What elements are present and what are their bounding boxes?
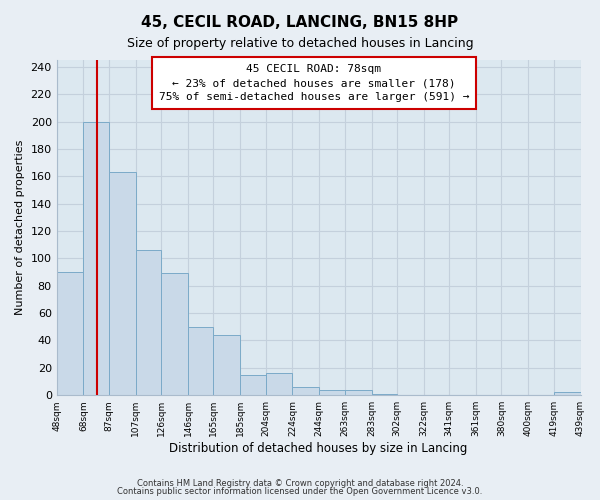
Bar	[292, 387, 319, 395]
Bar	[136, 250, 161, 395]
Bar	[554, 392, 581, 395]
Bar	[345, 390, 371, 395]
Bar	[266, 374, 292, 395]
Text: 45, CECIL ROAD, LANCING, BN15 8HP: 45, CECIL ROAD, LANCING, BN15 8HP	[142, 15, 458, 30]
Bar	[319, 390, 345, 395]
Text: Size of property relative to detached houses in Lancing: Size of property relative to detached ho…	[127, 38, 473, 51]
Bar	[161, 274, 188, 395]
Bar	[56, 272, 83, 395]
Bar	[188, 327, 214, 395]
Text: 45 CECIL ROAD: 78sqm
← 23% of detached houses are smaller (178)
75% of semi-deta: 45 CECIL ROAD: 78sqm ← 23% of detached h…	[158, 64, 469, 102]
Text: Contains HM Land Registry data © Crown copyright and database right 2024.: Contains HM Land Registry data © Crown c…	[137, 478, 463, 488]
Bar	[240, 374, 266, 395]
Text: Contains public sector information licensed under the Open Government Licence v3: Contains public sector information licen…	[118, 487, 482, 496]
Bar	[109, 172, 136, 395]
Bar	[214, 335, 240, 395]
Bar	[83, 122, 109, 395]
Y-axis label: Number of detached properties: Number of detached properties	[15, 140, 25, 316]
X-axis label: Distribution of detached houses by size in Lancing: Distribution of detached houses by size …	[169, 442, 468, 455]
Bar	[371, 394, 397, 395]
